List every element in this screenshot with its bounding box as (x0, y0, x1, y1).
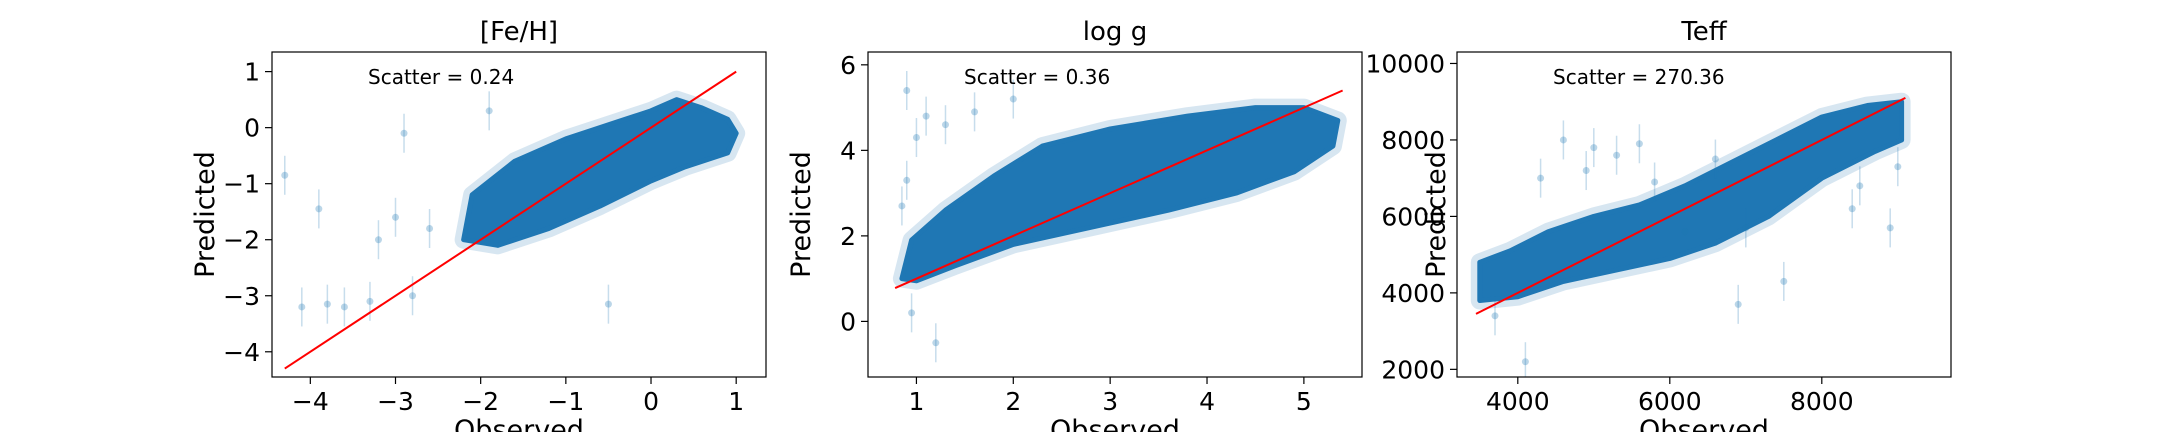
x-tick-label: 1 (908, 387, 924, 416)
y-tick-label: 1 (244, 58, 260, 87)
data-point (1521, 358, 1529, 366)
x-tick-label: −2 (462, 387, 499, 416)
y-tick-label: 10000 (1365, 49, 1445, 78)
data-point (409, 292, 417, 300)
chart-title: [Fe/H] (480, 17, 558, 47)
data-point (374, 236, 382, 244)
data-point (340, 303, 348, 311)
y-axis-label: Predicted (786, 151, 817, 278)
scatter-annotation: Scatter = 0.24 (368, 65, 514, 89)
chart-title: Teff (1680, 17, 1727, 47)
plot-area (892, 70, 1347, 363)
data-point (1894, 163, 1902, 171)
y-tick-label: 6 (840, 51, 856, 80)
identity-line (894, 89, 1344, 289)
data-point (1742, 224, 1750, 232)
chart-title: log g (1083, 17, 1147, 47)
panel-logg: 1 2 3 4 5 0 2 4 6 log g Observed Predicted Scatter =… (786, 17, 1363, 432)
y-tick-label: 4 (840, 136, 856, 165)
y-tick-label: −2 (223, 226, 260, 255)
data-point (932, 339, 940, 347)
data-point (426, 225, 434, 233)
y-tick-label: 6000 (1381, 202, 1445, 231)
plot-area (281, 70, 746, 370)
x-axis-label: Observed (1639, 415, 1769, 432)
data-point (903, 86, 911, 94)
data-point (1856, 182, 1864, 190)
scatter-annotation: Scatter = 270.36 (1553, 65, 1725, 89)
y-tick-label: 8000 (1381, 126, 1445, 155)
x-axis-label: Observed (1050, 415, 1180, 432)
x-tick-label: 4000 (1486, 387, 1550, 416)
plot-area (1470, 92, 1911, 377)
data-point (1780, 277, 1788, 285)
y-tick-label: 2 (840, 222, 856, 251)
point-cloud (899, 105, 1341, 284)
data-point (323, 300, 331, 308)
y-axis-label: Predicted (1421, 151, 1452, 278)
x-tick-label: 5 (1296, 387, 1312, 416)
scatter-annotation: Scatter = 0.36 (964, 65, 1110, 89)
x-tick-label: 0 (643, 387, 659, 416)
data-point (912, 134, 920, 142)
x-tick-label: −4 (292, 387, 329, 416)
data-point (1537, 174, 1545, 182)
data-point (1559, 136, 1567, 144)
x-tick-label: 3 (1102, 387, 1118, 416)
data-point (604, 300, 612, 308)
data-point (922, 112, 930, 120)
x-tick-label: 8000 (1790, 387, 1854, 416)
data-point (1009, 95, 1017, 103)
y-tick-label: −1 (223, 170, 260, 199)
y-tick-label: 0 (244, 114, 260, 143)
x-axis-label: Observed (454, 415, 584, 432)
identity-line (284, 70, 737, 370)
data-point (298, 303, 306, 311)
x-tick-label: 6000 (1638, 387, 1702, 416)
data-point (898, 202, 906, 210)
data-point (392, 213, 399, 221)
data-point (1711, 155, 1719, 163)
y-axis-label: Predicted (190, 151, 221, 278)
y-tick-label: 0 (840, 307, 856, 336)
y-tick-label: 2000 (1381, 355, 1445, 384)
axes-frame (867, 51, 1363, 378)
data-point (1635, 140, 1643, 148)
x-tick-label: 2 (1005, 387, 1021, 416)
data-point (281, 171, 289, 179)
data-point (400, 129, 408, 137)
data-point (1613, 151, 1621, 159)
data-point (1886, 224, 1894, 232)
axes-frame (271, 51, 767, 378)
data-point (1582, 167, 1590, 175)
panel-feh: −4 −3 −2 −1 0 1 −4 −3 −2 −1 0 1 [Fe/H] Observed Predic… (190, 17, 767, 432)
data-point (485, 107, 493, 115)
identity-line (1475, 96, 1906, 315)
point-cloud (461, 97, 739, 248)
data-point (908, 309, 916, 317)
data-point (941, 121, 949, 129)
y-tick-label: −4 (223, 338, 260, 367)
y-tick-label: 4000 (1381, 279, 1445, 308)
data-point (1590, 144, 1598, 152)
data-point (366, 297, 374, 305)
x-tick-label: 1 (728, 387, 744, 416)
data-point (1651, 178, 1659, 186)
x-tick-label: 4 (1199, 387, 1215, 416)
y-tick-label: −3 (223, 282, 260, 311)
panel-teff: 4000 6000 8000 2000 4000 6000 8000 10000 Teff Obs… (1365, 17, 1952, 432)
data-point (903, 176, 911, 184)
axes-frame (1456, 51, 1952, 378)
x-tick-label: −1 (547, 387, 584, 416)
data-point (1491, 312, 1499, 320)
data-point (1734, 300, 1742, 308)
data-point (1848, 205, 1856, 213)
data-point (1681, 228, 1689, 236)
data-point (315, 205, 323, 213)
data-point (971, 108, 979, 116)
point-cloud (1477, 99, 1905, 304)
x-tick-label: −3 (377, 387, 414, 416)
